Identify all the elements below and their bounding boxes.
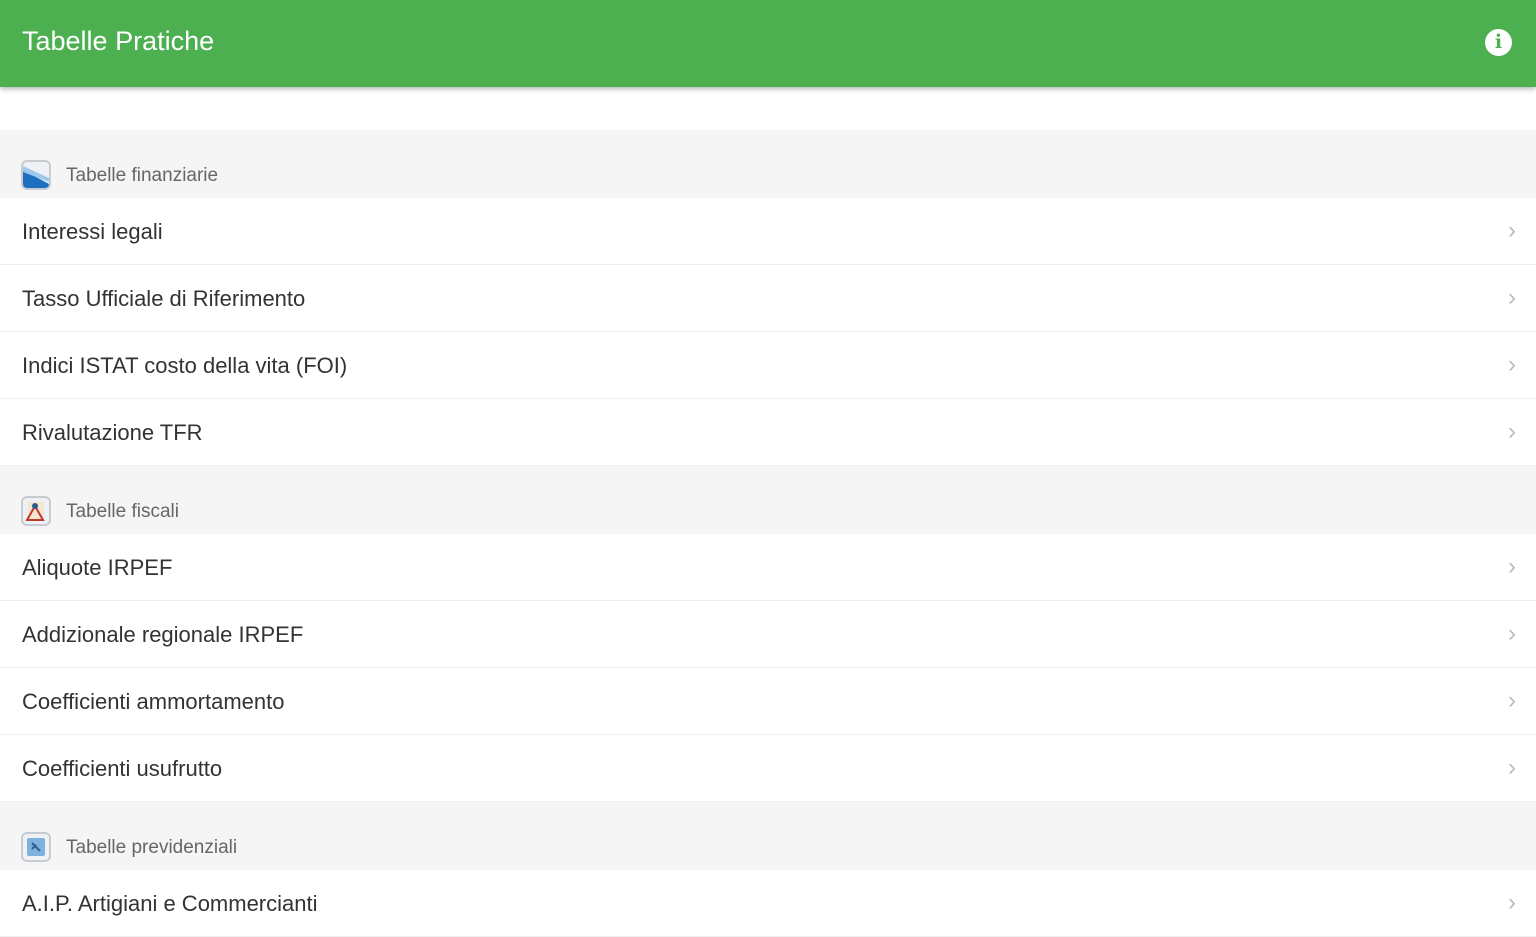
finance-chart-icon [21, 160, 51, 190]
list-item-label: Addizionale regionale IRPEF [22, 622, 304, 647]
list-item-label: Rivalutazione TFR [22, 420, 203, 445]
chevron-right-icon: › [1508, 553, 1516, 580]
app-title: Tabelle Pratiche [22, 26, 215, 56]
list-item-coefficienti-usufrutto[interactable]: Coefficienti usufrutto › [0, 735, 1536, 802]
section-label: Tabelle fiscali [66, 501, 179, 522]
info-icon[interactable]: i [1485, 29, 1512, 56]
chevron-right-icon: › [1508, 620, 1516, 647]
list-item-label: A.I.P. Artigiani e Commercianti [22, 891, 318, 916]
section-label: Tabelle previdenziali [66, 837, 238, 858]
list-item-label: Interessi legali [22, 219, 163, 244]
list-item-label: Coefficienti ammortamento [22, 689, 285, 714]
list-item-label: Aliquote IRPEF [22, 555, 173, 580]
list-item-label: Coefficienti usufrutto [22, 756, 223, 781]
section-header-previdenziali: Tabelle previdenziali [0, 802, 1536, 870]
list-item-rivalutazione-tfr[interactable]: Rivalutazione TFR › [0, 399, 1536, 466]
pension-icon [21, 832, 51, 862]
tables-list: Tabelle finanziarie Interessi legali › Ta… [0, 130, 1536, 937]
chevron-right-icon: › [1508, 889, 1516, 916]
list-item-aliquote-irpef[interactable]: Aliquote IRPEF › [0, 534, 1536, 601]
chevron-right-icon: › [1508, 351, 1516, 378]
tax-icon [21, 496, 51, 526]
list-item-coefficienti-ammortamento[interactable]: Coefficienti ammortamento › [0, 668, 1536, 735]
app-bar: Tabelle Pratiche i [0, 0, 1536, 87]
list-item-previdenziali-first[interactable]: A.I.P. Artigiani e Commercianti › [0, 870, 1536, 937]
chevron-right-icon: › [1508, 284, 1516, 311]
list-item-interessi-legali[interactable]: Interessi legali › [0, 198, 1536, 265]
list-item-addizionale-regionale[interactable]: Addizionale regionale IRPEF › [0, 601, 1536, 668]
chevron-right-icon: › [1508, 754, 1516, 781]
list-item-label: Indici ISTAT costo della vita (FOI) [22, 353, 348, 378]
list-item-indici-istat[interactable]: Indici ISTAT costo della vita (FOI) › [0, 332, 1536, 399]
chevron-right-icon: › [1508, 687, 1516, 714]
section-header-fiscali: Tabelle fiscali [0, 466, 1536, 534]
list-item-tasso-ufficiale[interactable]: Tasso Ufficiale di Riferimento › [0, 265, 1536, 332]
spacer [0, 87, 1536, 132]
section-header-finanziarie: Tabelle finanziarie [0, 130, 1536, 198]
chevron-right-icon: › [1508, 418, 1516, 445]
list-item-label: Tasso Ufficiale di Riferimento [22, 286, 306, 311]
chevron-right-icon: › [1508, 217, 1516, 244]
section-label: Tabelle finanziarie [66, 165, 219, 186]
